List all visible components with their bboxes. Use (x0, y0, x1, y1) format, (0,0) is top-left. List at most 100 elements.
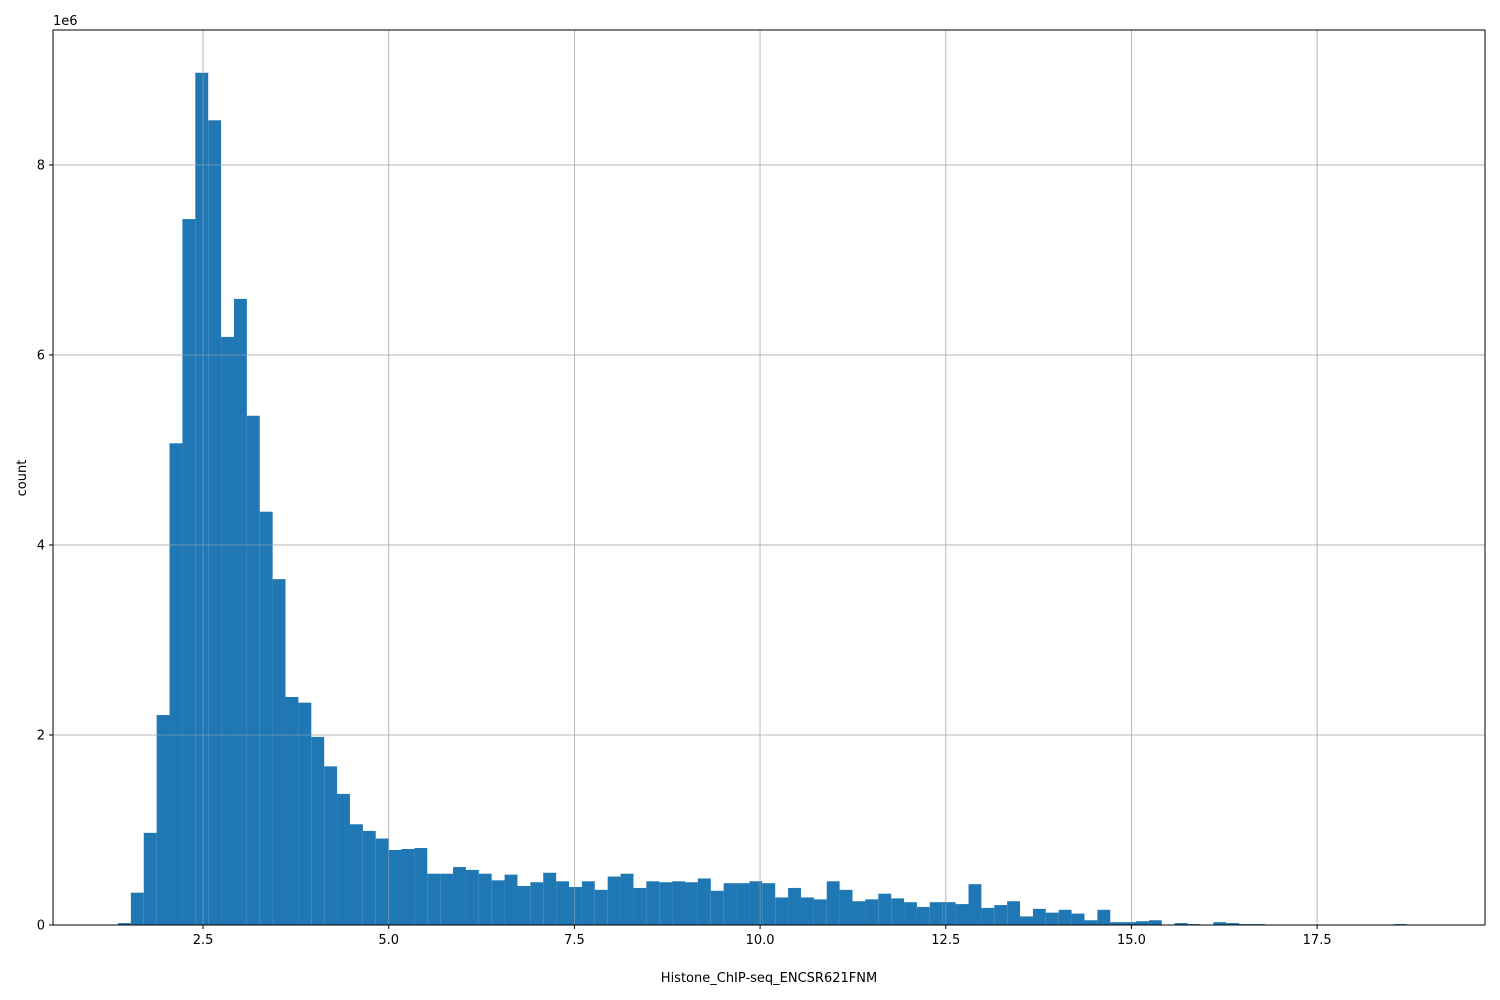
histogram-bar (117, 923, 131, 925)
histogram-bar (156, 715, 170, 925)
histogram-bar (1136, 921, 1149, 925)
histogram-bar (517, 886, 531, 925)
histogram-bar (362, 830, 376, 925)
x-tick-label: 10.0 (746, 933, 775, 948)
histogram-bar (749, 881, 763, 925)
histogram-bar (324, 766, 338, 925)
histogram-bar (697, 878, 711, 925)
histogram-bar (298, 702, 312, 925)
histogram-bar (465, 869, 479, 925)
histogram-bar (440, 873, 454, 925)
histogram-bar (916, 906, 930, 925)
x-tick-label: 2.5 (193, 933, 214, 948)
histogram-bar (633, 887, 647, 925)
histogram-bar (607, 876, 621, 925)
histogram-bar (1110, 922, 1124, 925)
histogram-bar (169, 443, 183, 925)
histogram-bar (208, 120, 222, 926)
histogram-bar (130, 892, 144, 925)
x-tick-label: 15.0 (1117, 933, 1146, 948)
histogram-bar (556, 881, 570, 925)
histogram-bar (349, 824, 363, 925)
histogram-bar (1174, 923, 1188, 925)
histogram-bar (311, 736, 325, 925)
histogram-bar (182, 219, 196, 926)
histogram-bar (839, 889, 853, 925)
histogram-bar (1148, 920, 1162, 925)
histogram-bar (1123, 922, 1137, 925)
y-offset-label: 1e6 (53, 14, 78, 29)
histogram-bar (929, 902, 943, 925)
histogram-bar (994, 905, 1008, 925)
x-tick-label: 17.5 (1303, 933, 1332, 948)
histogram-bar (491, 880, 505, 925)
histogram-bar (1213, 922, 1227, 925)
histogram-bar (1084, 920, 1098, 925)
histogram-bar (504, 874, 518, 925)
histogram-bar (659, 882, 673, 925)
histogram-bar (272, 579, 286, 925)
histogram-bar (143, 832, 157, 925)
histogram-bar (1032, 908, 1046, 925)
y-tick-label: 8 (37, 158, 45, 173)
histogram-bars (117, 72, 1407, 926)
x-tick-label: 7.5 (564, 933, 585, 948)
histogram-bar (620, 873, 634, 925)
y-tick-label: 6 (37, 348, 45, 363)
histogram-bar (723, 883, 737, 925)
histogram-bar (478, 873, 492, 925)
y-axis-label: count (15, 460, 30, 497)
x-axis-label: Histone_ChIP-seq_ENCSR621FNM (661, 971, 877, 986)
histogram-bar (852, 901, 866, 925)
y-axis-ticks: 0 2 4 6 8 (37, 158, 53, 934)
histogram-bar (530, 882, 544, 925)
histogram-bar (1058, 909, 1072, 925)
y-tick-label: 2 (37, 728, 45, 743)
histogram-bar (375, 838, 389, 925)
histogram-bar (233, 298, 247, 926)
y-tick-label: 4 (37, 538, 45, 553)
histogram-bar (388, 849, 402, 925)
histogram-bar (581, 881, 595, 925)
histogram-bar (672, 881, 685, 925)
histogram-bar (684, 882, 698, 925)
histogram-bar (904, 902, 917, 925)
histogram-bar (865, 899, 879, 925)
histogram-bar (246, 415, 260, 925)
x-tick-label: 12.5 (931, 933, 960, 948)
histogram-bar (646, 881, 660, 925)
histogram-bar (968, 884, 982, 925)
histogram-bar (1020, 916, 1033, 925)
y-tick-label: 0 (37, 919, 45, 934)
plot-frame (52, 29, 1486, 926)
histogram-bar (1007, 901, 1021, 925)
histogram-bar (1045, 912, 1059, 925)
histogram-bar (594, 889, 608, 925)
histogram-bar (1071, 913, 1085, 925)
x-tick-label: 5.0 (378, 933, 399, 948)
histogram-bar (878, 893, 892, 925)
histogram-bar (891, 898, 905, 925)
histogram-bar (427, 873, 441, 925)
histogram-bar (543, 872, 557, 925)
histogram-bar (453, 867, 466, 925)
histogram-bar (775, 897, 789, 925)
histogram-bar (569, 886, 582, 925)
histogram-bar (788, 887, 801, 925)
histogram-bar (942, 902, 956, 925)
histogram-bar (762, 883, 776, 925)
histogram-bar (337, 793, 350, 925)
histogram-bar (259, 511, 273, 925)
histogram-bar (221, 336, 234, 925)
histogram-bar (800, 897, 814, 925)
histogram-bar (1226, 923, 1240, 925)
histogram-bar (981, 907, 995, 925)
histogram-bar (813, 899, 827, 925)
histogram-bar (414, 848, 428, 925)
histogram-bar (285, 696, 299, 925)
histogram-bar (710, 890, 724, 925)
histogram-bar (1097, 909, 1111, 925)
histogram-bar (826, 881, 840, 925)
histogram-bar (195, 72, 209, 926)
